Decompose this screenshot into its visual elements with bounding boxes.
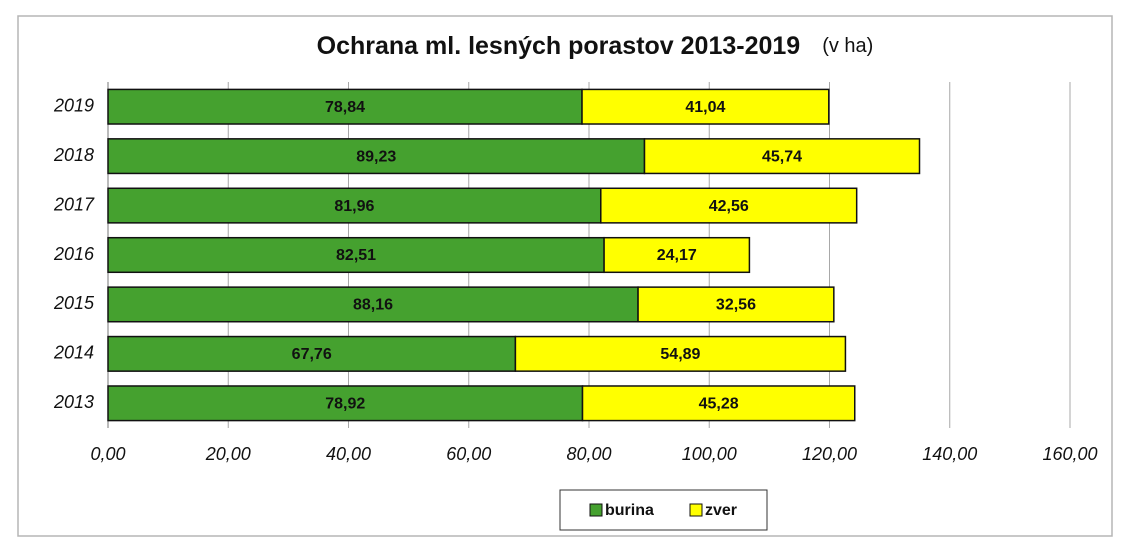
bar-segment <box>107 187 602 224</box>
x-tick-label: 140,00 <box>922 444 977 464</box>
data-label: 54,89 <box>660 346 700 363</box>
data-label: 89,23 <box>356 148 396 165</box>
bar-segment <box>581 385 856 422</box>
chart-frame <box>17 15 1113 537</box>
bar-segment <box>581 88 830 125</box>
legend-swatch <box>689 503 703 517</box>
legend-swatch <box>589 503 603 517</box>
y-tick-label: 2019 <box>53 95 94 115</box>
bar-segment <box>603 236 751 274</box>
x-tick-label: 0,00 <box>90 444 125 464</box>
data-label: 82,51 <box>336 247 376 264</box>
y-tick-label: 2015 <box>53 293 95 313</box>
chart-subtitle: (v ha) <box>822 35 873 57</box>
data-label: 78,92 <box>325 396 365 413</box>
y-tick-label: 2014 <box>53 343 94 363</box>
bar-segment <box>107 88 583 125</box>
x-tick-label: 60,00 <box>446 444 491 464</box>
bars <box>107 88 921 422</box>
data-label: 41,04 <box>685 99 725 116</box>
y-tick-label: 2017 <box>53 194 95 214</box>
x-tick-label: 120,00 <box>802 444 857 464</box>
data-label: 81,96 <box>334 198 374 215</box>
data-label: 45,74 <box>762 148 802 165</box>
chart-title: Ochrana ml. lesných porastov 2013-2019 <box>317 32 801 60</box>
x-tick-label: 80,00 <box>566 444 611 464</box>
x-tick-label: 100,00 <box>682 444 737 464</box>
bar-segment <box>107 236 605 274</box>
legend-label: burina <box>605 502 654 519</box>
x-tick-label: 20,00 <box>205 444 251 464</box>
x-tick-label: 40,00 <box>326 444 371 464</box>
legend-label: zver <box>705 502 737 519</box>
bar-segment <box>107 286 639 323</box>
data-label: 88,16 <box>353 297 393 314</box>
x-tick-label: 160,00 <box>1042 444 1097 464</box>
data-label: 78,84 <box>325 99 365 116</box>
y-tick-label: 2013 <box>53 392 94 412</box>
bar-segment <box>107 138 646 175</box>
labels: 0,00 20,00 40,00 60,00 80,00 100,00 120,00 140,… <box>53 95 1098 531</box>
data-label: 67,76 <box>292 346 332 363</box>
y-tick-label: 2016 <box>53 244 95 264</box>
bar-segment <box>637 286 835 323</box>
data-label: 45,28 <box>699 396 739 413</box>
bar-segment <box>107 335 517 372</box>
bar-segment <box>107 385 584 422</box>
bar-segment <box>600 187 858 224</box>
data-label: 24,17 <box>657 247 697 264</box>
data-label: 42,56 <box>709 198 749 215</box>
bar-segment <box>514 335 847 372</box>
bar-segment <box>643 138 921 175</box>
data-label: 32,56 <box>716 297 756 314</box>
y-tick-label: 2018 <box>53 145 94 165</box>
chart-heading: Ochrana ml. lesných porastov 2013-2019 (v… <box>317 32 874 60</box>
